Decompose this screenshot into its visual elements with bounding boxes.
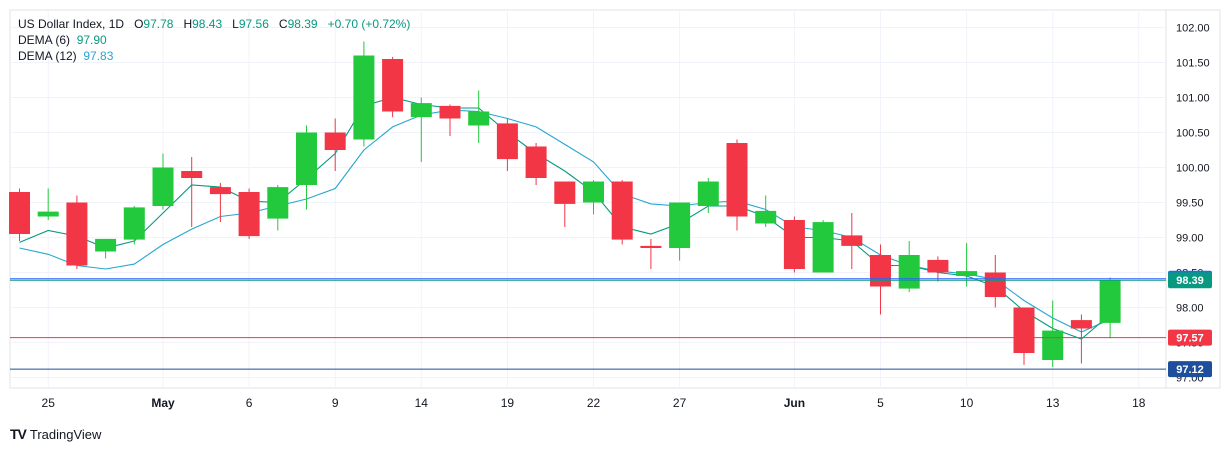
x-tick-label: 13 [1046,396,1060,410]
candle-body [554,181,576,204]
candle-body [726,143,748,217]
price-tag-label: 97.12 [1176,364,1204,376]
candle-body [324,132,346,150]
candle-body [812,222,834,273]
candle-body [152,167,174,206]
dema6-label: DEMA (6) [18,33,71,47]
x-tick-label: 14 [415,396,429,410]
price-tag-bg [1168,329,1212,346]
x-tick-label: 10 [960,396,974,410]
x-tick-label: Jun [784,396,805,410]
candle-body [9,192,30,234]
x-tick-label: 18 [1132,396,1146,410]
y-tick-label: 98.00 [1176,303,1204,315]
candle-body [697,181,719,206]
price-lines-layer [10,278,1166,370]
candle-body [611,181,633,240]
legend-dema6-row[interactable]: DEMA (6) 97.90 [18,32,410,48]
candle-body [956,271,978,276]
ohlc-high: H98.43 [183,17,223,31]
candle-body [382,59,404,112]
tradingview-footer[interactable]: TV TradingView [10,426,101,442]
price-tag-label: 97.57 [1176,333,1204,345]
y-tick-label: 99.00 [1176,233,1204,245]
candle-body [353,55,375,140]
candle-body [1099,280,1121,323]
chart-canvas[interactable]: 102.00 101.50 101.00 100.50 100.00 99.50 99.00… [0,0,1231,420]
candle-body [1042,330,1064,360]
candle-body [525,146,547,178]
candle-body [296,132,317,185]
symbol-label[interactable]: US Dollar Index, 1D [18,17,125,31]
x-tick-label: 6 [246,396,253,410]
tradingview-logo-icon: TV [10,426,27,442]
y-tick-label: 102.00 [1176,23,1210,35]
x-tick-label: 19 [501,396,515,410]
candle-body [927,259,949,273]
candle-body [841,235,863,246]
y-tick-label: 100.00 [1176,163,1210,175]
candle-body [583,181,604,203]
x-tick-label: May [151,396,175,410]
candle-body [640,245,662,248]
tradingview-brand: TradingView [29,426,102,442]
y-tick-label: 99.50 [1176,198,1204,210]
candle-body [123,207,145,240]
ohlc-close: C98.39 [278,17,318,31]
candle-body [755,210,777,224]
legend-symbol-row[interactable]: US Dollar Index, 1D O97.78 H98.43 L97.56… [18,16,410,32]
price-tag-bg [1168,361,1212,378]
x-tick-label: 9 [332,396,339,410]
dema12-label: DEMA (12) [18,49,77,63]
candle-body [870,255,891,287]
ohlc-open: O97.78 [134,17,174,31]
chart-legend: US Dollar Index, 1D O97.78 H98.43 L97.56… [18,16,410,64]
candle-body [181,171,203,178]
price-tag-label: 98.39 [1176,275,1204,287]
y-tick-label: 101.50 [1176,58,1210,70]
candle-body [95,238,117,252]
candle-body [1013,307,1035,353]
candle-body [1070,320,1092,329]
candle-body [783,220,805,269]
dema6-value: 97.90 [76,33,107,47]
candle-body [439,105,461,119]
candle-body [267,187,289,219]
candle-body [468,111,490,126]
candle-body [410,103,432,118]
candle-body [238,192,260,237]
ohlc-change: +0.70 (+0.72%) [327,17,411,31]
ohlc-low: L97.56 [232,17,269,31]
x-tick-label: 22 [587,396,601,410]
candle-body [37,211,59,217]
candle-body [66,202,88,266]
candle-layer [9,41,1121,367]
candle-body [669,202,691,248]
y-tick-label: 100.50 [1176,128,1210,140]
x-tick-label: 27 [673,396,687,410]
x-tick-label: 25 [42,396,56,410]
dema12-value: 97.83 [83,49,114,63]
x-tick-label: 5 [877,396,884,410]
price-tag-bg [1168,272,1212,289]
y-tick-label: 101.00 [1176,93,1210,105]
candle-body [496,123,518,160]
candle-body [898,255,920,289]
candle-body [209,187,231,195]
legend-dema12-row[interactable]: DEMA (12) 97.83 [18,48,410,64]
candle-body [984,272,1006,297]
